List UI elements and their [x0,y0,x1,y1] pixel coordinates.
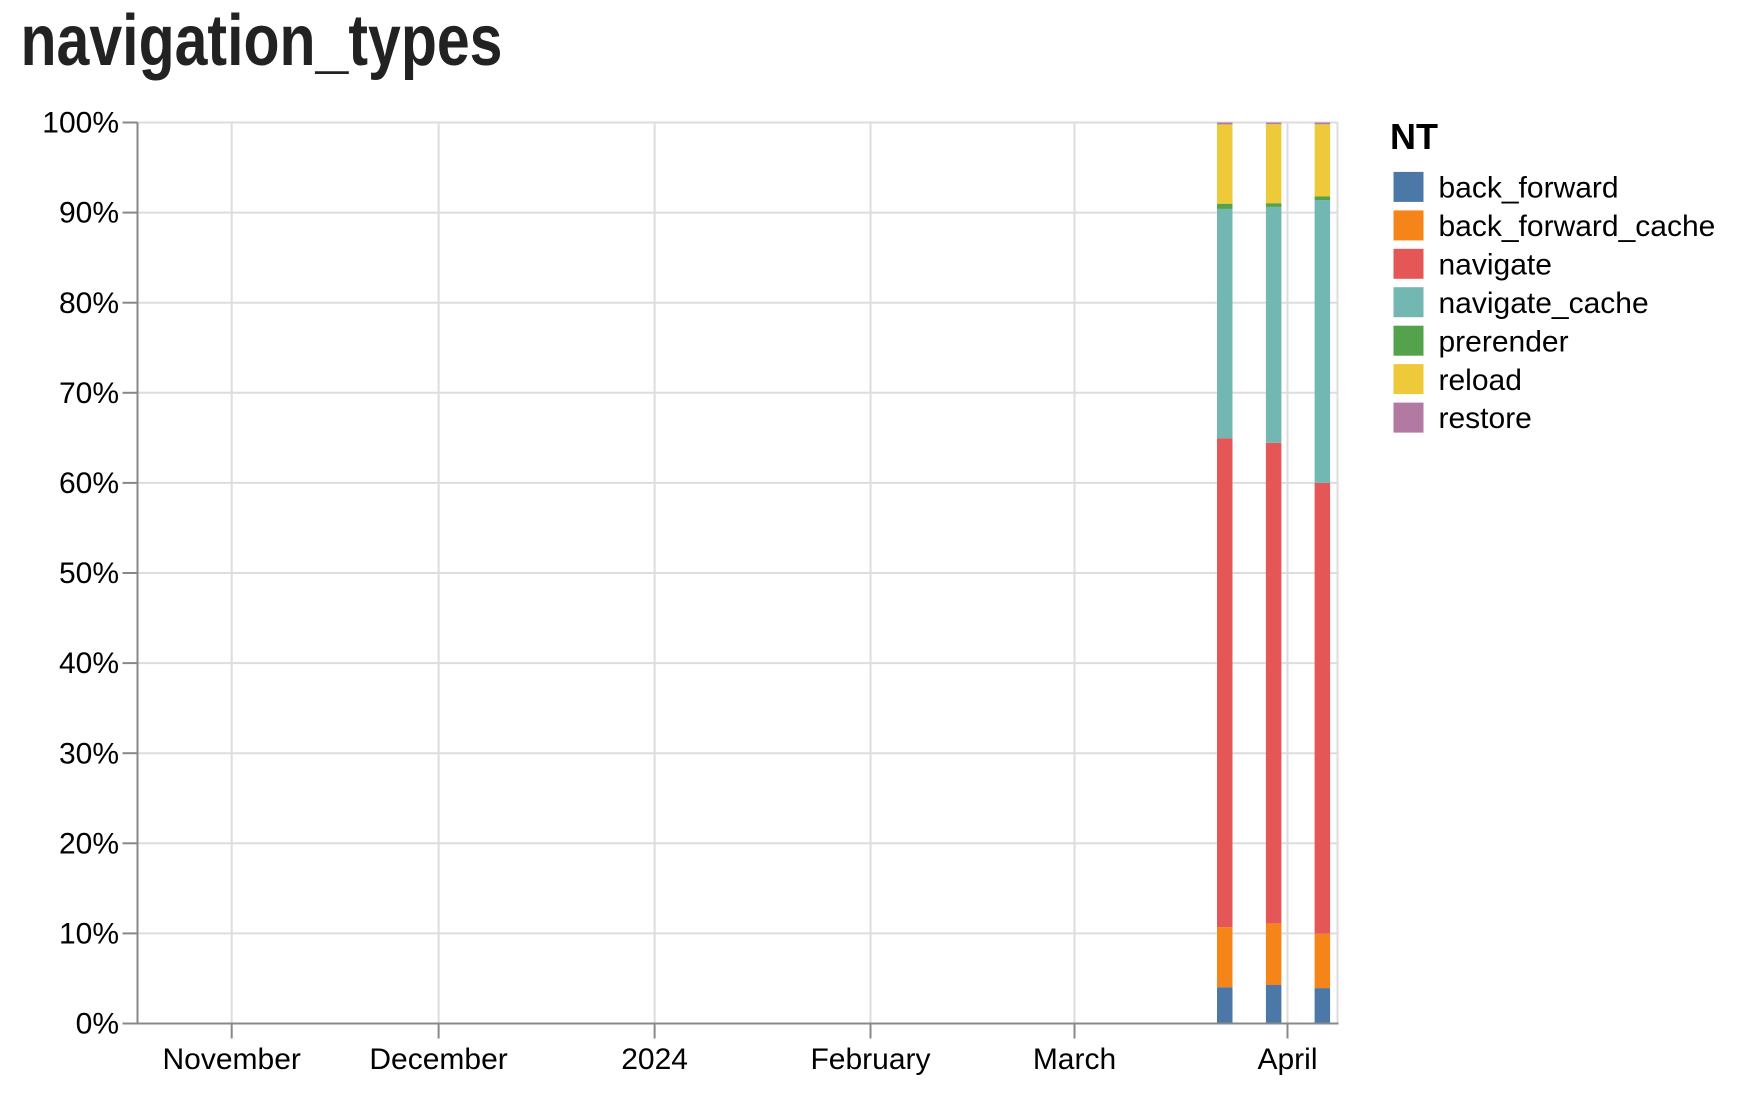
svg-text:20%: 20% [59,827,119,860]
svg-text:30%: 30% [59,737,119,770]
svg-text:80%: 80% [59,287,119,320]
svg-text:December: December [369,1043,507,1076]
svg-text:10%: 10% [59,918,119,951]
svg-text:reload: reload [1439,364,1522,397]
svg-text:70%: 70% [59,377,119,410]
svg-text:50%: 50% [59,557,119,590]
svg-text:April: April [1257,1043,1317,1076]
svg-text:40%: 40% [59,647,119,680]
svg-text:November: November [163,1043,301,1076]
svg-text:60%: 60% [59,467,119,500]
svg-text:100%: 100% [42,107,119,140]
svg-text:NT: NT [1390,116,1438,157]
svg-text:back_forward: back_forward [1439,172,1619,205]
svg-text:navigate: navigate [1439,248,1552,281]
svg-text:navigate_cache: navigate_cache [1439,287,1649,320]
svg-text:March: March [1033,1043,1116,1076]
svg-text:restore: restore [1439,402,1532,435]
svg-text:navigation_types: navigation_types [21,1,503,81]
svg-text:90%: 90% [59,197,119,230]
svg-text:back_forward_cache: back_forward_cache [1439,210,1716,243]
svg-text:2024: 2024 [621,1043,688,1076]
svg-text:February: February [810,1043,930,1076]
svg-text:prerender: prerender [1439,325,1569,358]
svg-text:0%: 0% [76,1008,119,1041]
